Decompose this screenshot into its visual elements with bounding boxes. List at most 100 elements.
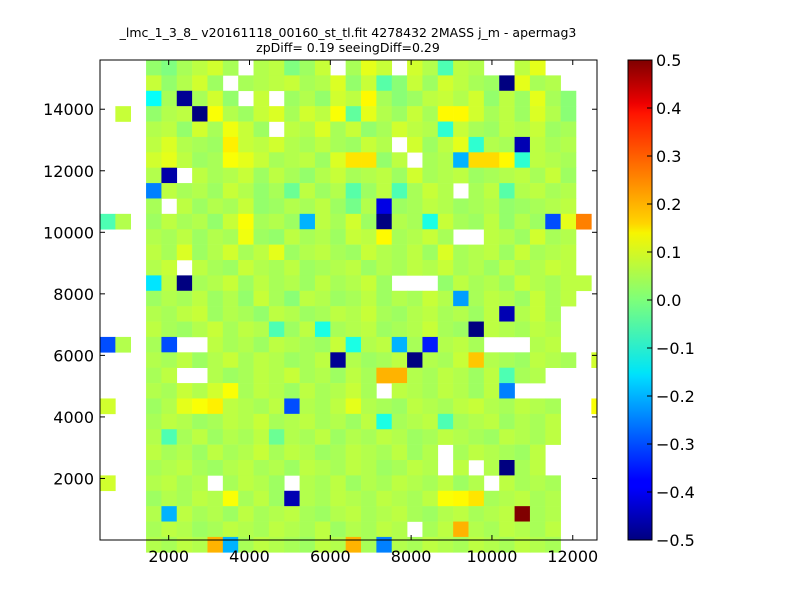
heatmap-cell	[591, 352, 598, 368]
heatmap-cell	[529, 260, 546, 276]
heatmap-cell	[529, 536, 546, 553]
heatmap-cell	[514, 290, 531, 307]
plot-frame	[99, 59, 598, 541]
heatmap-cell	[391, 521, 408, 538]
heatmap-cell	[391, 75, 408, 92]
heatmap-cell	[238, 506, 254, 522]
heatmap-cell	[391, 321, 408, 338]
heatmap-cell	[268, 260, 285, 276]
heatmap-cell	[314, 260, 331, 276]
heatmap-cell	[238, 198, 254, 215]
heatmap-cell	[345, 490, 362, 507]
heatmap-cell	[468, 152, 485, 168]
heatmap-cell	[560, 167, 577, 184]
heatmap-cell	[284, 275, 300, 292]
heatmap-cell	[560, 136, 577, 153]
heatmap-cell	[192, 213, 208, 230]
heatmap-cell	[222, 429, 239, 445]
heatmap-cell	[453, 306, 469, 322]
heatmap-cell	[161, 167, 178, 184]
heatmap-cell	[560, 213, 577, 230]
heatmap-cell	[407, 321, 423, 338]
heatmap-cell	[176, 275, 193, 292]
heatmap-cell	[468, 521, 485, 538]
heatmap-cell	[176, 444, 193, 461]
heatmap-cell	[222, 167, 239, 184]
heatmap-cell	[391, 198, 408, 215]
heatmap-cell	[146, 213, 162, 230]
heatmap-cell	[376, 290, 393, 307]
heatmap-cell	[176, 229, 193, 245]
heatmap-cell	[146, 429, 162, 445]
heatmap-cell	[314, 198, 331, 215]
heatmap-cell	[222, 444, 239, 461]
heatmap-cell	[361, 490, 377, 507]
heatmap-cell	[253, 429, 270, 445]
heatmap-cell	[545, 352, 561, 368]
heatmap-cell	[422, 506, 439, 522]
heatmap-cell	[345, 475, 362, 492]
heatmap-cell	[545, 413, 561, 430]
heatmap-cell	[422, 136, 439, 153]
heatmap-cell	[376, 275, 393, 292]
heatmap-cell	[192, 506, 208, 522]
heatmap-cell	[299, 290, 316, 307]
heatmap-cell	[499, 490, 515, 507]
heatmap-cell	[146, 413, 162, 430]
heatmap-cell	[422, 306, 439, 322]
heatmap-cell	[361, 306, 377, 322]
heatmap-cell	[407, 229, 423, 245]
heatmap-cell	[453, 121, 469, 138]
heatmap-cell	[314, 290, 331, 307]
heatmap-cell	[330, 321, 346, 338]
heatmap-cell	[376, 106, 393, 122]
heatmap-cell	[468, 536, 485, 553]
heatmap-cell	[529, 183, 546, 199]
heatmap-cell	[453, 290, 469, 307]
heatmap-cell	[376, 429, 393, 445]
heatmap-cell	[514, 260, 531, 276]
heatmap-cell	[483, 152, 500, 168]
heatmap-cell	[207, 352, 224, 368]
heatmap-cell	[437, 152, 454, 168]
heatmap-cell	[253, 152, 270, 168]
heatmap-cell	[161, 321, 178, 338]
heatmap-cell	[376, 244, 393, 261]
heatmap-cell	[453, 490, 469, 507]
heatmap-cell	[483, 136, 500, 153]
heatmap-cell	[253, 336, 270, 353]
y-tick-label: 12000	[43, 162, 94, 181]
heatmap-cell	[529, 213, 546, 230]
heatmap-cell	[361, 352, 377, 368]
heatmap-cell	[437, 106, 454, 122]
heatmap-cell	[453, 506, 469, 522]
heatmap-cell	[207, 290, 224, 307]
heatmap-cell	[499, 75, 515, 92]
heatmap-cell	[161, 460, 178, 476]
heatmap-cell	[499, 506, 515, 522]
heatmap-cell	[422, 229, 439, 245]
heatmap-cell	[361, 60, 377, 76]
heatmap-cell	[468, 60, 485, 76]
heatmap-cell	[514, 352, 531, 368]
heatmap-cell	[176, 321, 193, 338]
heatmap-cell	[207, 413, 224, 430]
heatmap-cell	[268, 244, 285, 261]
heatmap-cell	[146, 290, 162, 307]
heatmap-cell	[207, 260, 224, 276]
heatmap-cell	[422, 429, 439, 445]
heatmap-cell	[499, 306, 515, 322]
heatmap-cell	[345, 136, 362, 153]
heatmap-cell	[345, 321, 362, 338]
heatmap-cell	[299, 136, 316, 153]
heatmap-cell	[361, 167, 377, 184]
heatmap-cell	[253, 413, 270, 430]
heatmap-cell	[176, 121, 193, 138]
heatmap-cell	[483, 321, 500, 338]
heatmap-cell	[514, 213, 531, 230]
heatmap-cell	[284, 106, 300, 122]
heatmap-cell	[422, 75, 439, 92]
heatmap-cell	[146, 536, 162, 553]
heatmap-cell	[314, 367, 331, 384]
heatmap-cell	[253, 60, 270, 76]
